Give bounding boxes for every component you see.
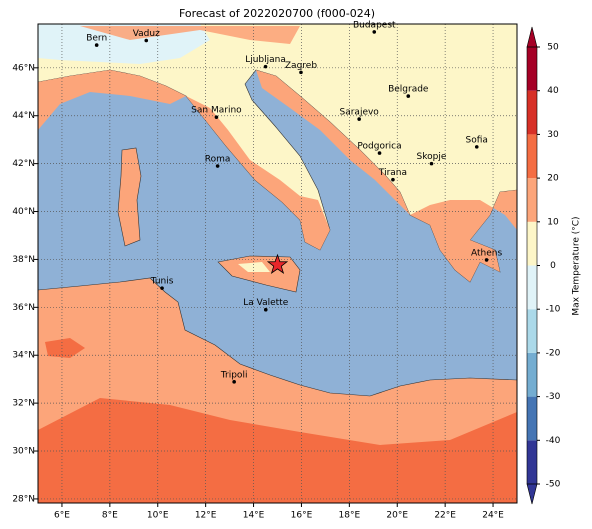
lon-tick-label: 6°E xyxy=(54,511,70,521)
colorbar-tick-label: -20 xyxy=(546,348,561,358)
city-dot xyxy=(232,380,236,384)
city-label: Athens xyxy=(471,248,502,258)
city-label: San Marino xyxy=(191,106,242,116)
colorbar-tick-label: 20 xyxy=(547,174,559,184)
city-label: Tripoli xyxy=(220,370,248,380)
lat-tick-label: 40°N xyxy=(12,207,35,217)
colorbar-tick-label: -10 xyxy=(546,305,561,315)
city-dot xyxy=(214,115,219,119)
city-label: Sarajevo xyxy=(340,108,380,118)
city-dot xyxy=(429,161,434,166)
map-frame xyxy=(37,23,518,504)
city-label: Zagreb xyxy=(285,61,317,71)
colorbar-band xyxy=(527,90,537,135)
warm-zone xyxy=(38,70,186,130)
colorbar-tick-label: -30 xyxy=(546,392,561,402)
city-label: Belgrade xyxy=(388,85,429,95)
colorbar-tick-label: 30 xyxy=(547,130,559,140)
lat-tick-label: 28°N xyxy=(12,494,35,504)
city-label: Podgorica xyxy=(357,142,401,152)
warm-zone xyxy=(45,338,85,358)
colorbar-tick-label: 10 xyxy=(547,217,559,227)
city-dot xyxy=(263,307,268,312)
lat-tick-label: 38°N xyxy=(12,255,35,265)
warm-zone xyxy=(38,398,517,503)
city-dot xyxy=(391,177,395,182)
city-dot xyxy=(484,258,489,262)
graticule: 6°E 8°E 10°E 12°E 14°E 16°E 18°E 20°E 22°E 24°E 28… xyxy=(12,24,517,521)
colorbar-band xyxy=(527,352,537,397)
lon-tick-label: 18°E xyxy=(339,511,361,521)
colorbar-band xyxy=(527,47,537,91)
lat-tick-label: 30°N xyxy=(12,447,35,457)
city-dot xyxy=(263,64,268,69)
lon-tick-label: 8°E xyxy=(102,511,118,521)
city-dot xyxy=(299,70,303,75)
colorbar-tick-label: 50 xyxy=(547,43,559,53)
lat-tick-label: 44°N xyxy=(12,111,35,121)
city-label: Tunis xyxy=(150,277,174,287)
map-area xyxy=(38,24,517,503)
lon-tick-label: 10°E xyxy=(147,511,169,521)
title: Forecast of 2022020700 (f000-024) xyxy=(179,7,375,20)
colorbar-band xyxy=(527,265,537,310)
island xyxy=(117,147,142,247)
city-label: Ljubljana xyxy=(245,55,286,65)
colorbar-tick-label: 0 xyxy=(550,261,556,271)
city-dot xyxy=(357,117,361,121)
colorbar-band xyxy=(527,440,537,484)
colorbar-band xyxy=(527,309,537,353)
location-marker xyxy=(266,253,289,274)
lat-tick-label: 36°N xyxy=(12,303,35,313)
colorbar-band xyxy=(527,134,537,179)
city-dot xyxy=(144,38,149,43)
city-dot xyxy=(94,43,99,47)
city-dot xyxy=(372,30,377,34)
lon-tick-label: 24°E xyxy=(482,511,504,521)
city-label: La Valette xyxy=(243,298,288,308)
city-dot xyxy=(215,164,220,168)
cool-zone xyxy=(238,262,270,272)
colorbar-band xyxy=(527,178,537,222)
city-label: Roma xyxy=(205,155,231,165)
lon-tick-label: 14°E xyxy=(243,511,265,521)
lat-tick-label: 42°N xyxy=(12,159,35,169)
lon-tick-label: 12°E xyxy=(195,511,217,521)
warm-zone xyxy=(410,190,517,282)
lat-tick-label: 34°N xyxy=(12,351,35,361)
colorbar: -50 -40 -30 -20 -10 0 10 20 30 40 50 xyxy=(526,26,561,505)
colorbar-extend xyxy=(526,26,538,48)
colorbar-band xyxy=(527,221,537,266)
colorbar-tick-label: 40 xyxy=(547,86,559,96)
city-label: Budapest xyxy=(353,20,396,30)
lon-tick-label: 16°E xyxy=(291,511,313,521)
lat-tick-label: 32°N xyxy=(12,399,35,409)
lat-tick-label: 46°N xyxy=(12,63,35,73)
city-dot xyxy=(377,151,382,155)
city-label: Sofia xyxy=(466,135,488,145)
lon-tick-label: 22°E xyxy=(434,511,456,521)
warm-zone xyxy=(80,26,300,44)
city-label: Tirana xyxy=(378,168,407,178)
colorbar-label: Max Temperature (°C) xyxy=(572,216,582,315)
colorbar-tick-label: -40 xyxy=(546,436,561,446)
lon-tick-label: 20°E xyxy=(386,511,408,521)
city-label: Skopje xyxy=(417,152,447,162)
city-dot xyxy=(474,145,479,149)
colorbar-tick-label: -50 xyxy=(546,480,561,490)
warm-zone xyxy=(256,70,410,215)
city-dot xyxy=(406,94,411,98)
city-label: Vaduz xyxy=(133,29,160,39)
city-label: Bern xyxy=(86,34,107,44)
city-dot xyxy=(160,286,164,290)
colorbar-extend xyxy=(526,483,538,505)
colorbar-band xyxy=(527,396,537,441)
